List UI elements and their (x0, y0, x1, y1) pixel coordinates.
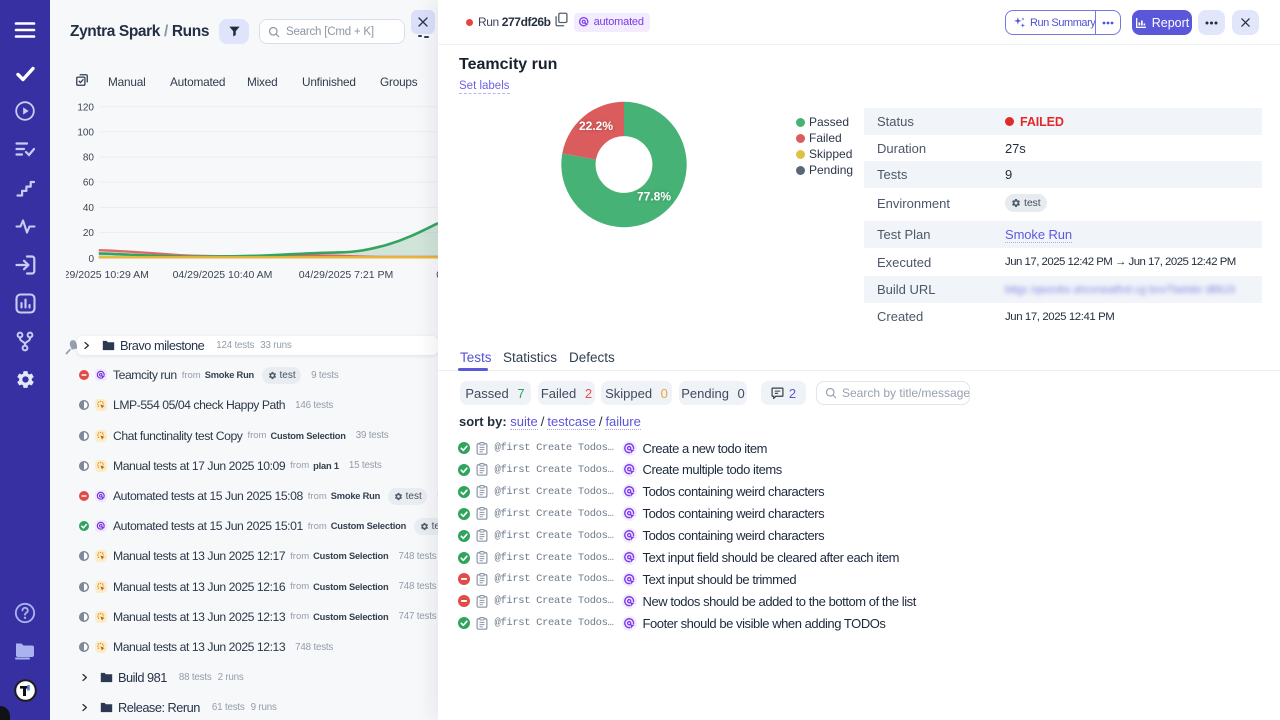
svg-text:80: 80 (83, 153, 95, 164)
svg-text:04/29/2025 10:40 AM: 04/29/2025 10:40 AM (173, 269, 273, 281)
svg-text:04/29/2025 9:03 PM: 04/29/2025 9:03 PM (436, 269, 438, 281)
svg-text:20: 20 (83, 228, 95, 239)
svg-text:04/29/2025 7:21 PM: 04/29/2025 7:21 PM (299, 269, 394, 281)
svg-text:77.8%: 77.8% (637, 190, 671, 204)
svg-text:22.2%: 22.2% (579, 119, 613, 133)
svg-text:100: 100 (77, 127, 94, 138)
svg-text:0: 0 (88, 254, 94, 265)
svg-text:60: 60 (83, 178, 95, 189)
svg-text:120: 120 (77, 102, 94, 113)
svg-text:04/29/2025 10:29 AM: 04/29/2025 10:29 AM (66, 269, 149, 281)
svg-text:40: 40 (83, 203, 95, 214)
